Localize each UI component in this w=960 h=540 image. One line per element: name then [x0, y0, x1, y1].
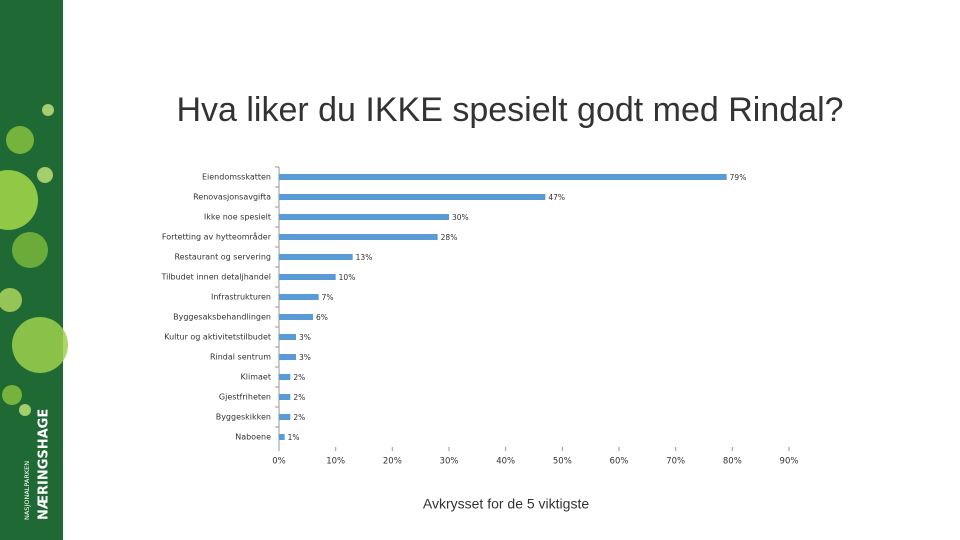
decor-circle — [19, 404, 31, 416]
y-tick-label: Naboene — [235, 433, 271, 442]
y-tick-label: Tilbudet innen detaljhandel — [160, 273, 271, 282]
y-tick-label: Restaurant og servering — [174, 253, 271, 262]
bar — [279, 214, 449, 220]
value-label: 3% — [299, 353, 311, 362]
x-tick-label: 70% — [666, 457, 685, 467]
value-label: 30% — [452, 213, 469, 222]
x-tick-label: 80% — [723, 457, 742, 467]
y-tick-label: Gjestfriheten — [219, 393, 271, 402]
slide-title: Hva liker du IKKE spesielt godt med Rind… — [176, 91, 843, 129]
x-tick-label: 90% — [780, 457, 799, 467]
y-tick-label: Kultur og aktivitetstilbudet — [164, 333, 271, 342]
x-tick-label: 50% — [553, 457, 572, 467]
y-tick-label: Rindal sentrum — [210, 353, 271, 362]
y-tick-label: Fortetting av hytteområder — [162, 232, 272, 242]
value-label: 2% — [293, 413, 305, 422]
value-label: 3% — [299, 333, 311, 342]
y-tick-label: Renovasjonsavgifta — [193, 193, 271, 202]
brand-name: NÆRINGSHAGE — [37, 409, 52, 520]
x-axis-title: Avkrysset for de 5 viktigste — [423, 496, 589, 512]
x-tick-label: 0% — [272, 457, 286, 467]
bar — [279, 334, 296, 340]
value-label: 7% — [322, 293, 334, 302]
value-label: 47% — [548, 193, 565, 202]
brand-sub: NASJONALPARKEN — [23, 461, 31, 520]
decor-circle — [12, 232, 48, 268]
decor-circle — [0, 170, 38, 230]
y-tick-label: Infrastrukturen — [211, 293, 271, 302]
value-label: 2% — [293, 373, 305, 382]
value-label: 79% — [730, 173, 747, 182]
decor-circle — [6, 126, 34, 154]
decor-circle — [37, 167, 53, 183]
value-label: 1% — [288, 433, 300, 442]
decor-circle — [42, 104, 54, 116]
y-tick-label: Byggesaksbehandlingen — [173, 313, 271, 322]
value-label: 28% — [441, 233, 458, 242]
bar — [279, 174, 727, 180]
value-label: 13% — [356, 253, 373, 262]
sidebar-band — [0, 0, 63, 540]
bar — [279, 394, 291, 400]
bar — [279, 374, 291, 380]
x-tick-label: 10% — [326, 457, 345, 467]
x-tick-label: 20% — [383, 457, 402, 467]
bar — [279, 414, 291, 420]
bar — [279, 194, 546, 200]
value-label: 2% — [293, 393, 305, 402]
bar — [279, 254, 353, 260]
decor-circle — [12, 317, 68, 373]
y-tick-label: Byggeskikken — [216, 413, 271, 422]
y-tick-label: Eiendomsskatten — [202, 173, 271, 182]
x-tick-label: 60% — [610, 457, 629, 467]
bar — [279, 274, 336, 280]
x-tick-label: 30% — [440, 457, 459, 467]
y-tick-label: Ikke noe spesielt — [204, 213, 271, 222]
y-tick-label: Klimaet — [241, 373, 271, 382]
bar — [279, 234, 438, 240]
bar — [279, 294, 319, 300]
decor-circle — [0, 288, 22, 312]
bar — [279, 354, 296, 360]
value-label: 6% — [316, 313, 328, 322]
bar — [279, 434, 285, 440]
bar — [279, 314, 313, 320]
sidebar: NÆRINGSHAGE NASJONALPARKEN — [0, 0, 68, 540]
decor-circle — [2, 385, 22, 405]
value-label: 10% — [339, 273, 356, 282]
x-tick-label: 40% — [496, 457, 515, 467]
